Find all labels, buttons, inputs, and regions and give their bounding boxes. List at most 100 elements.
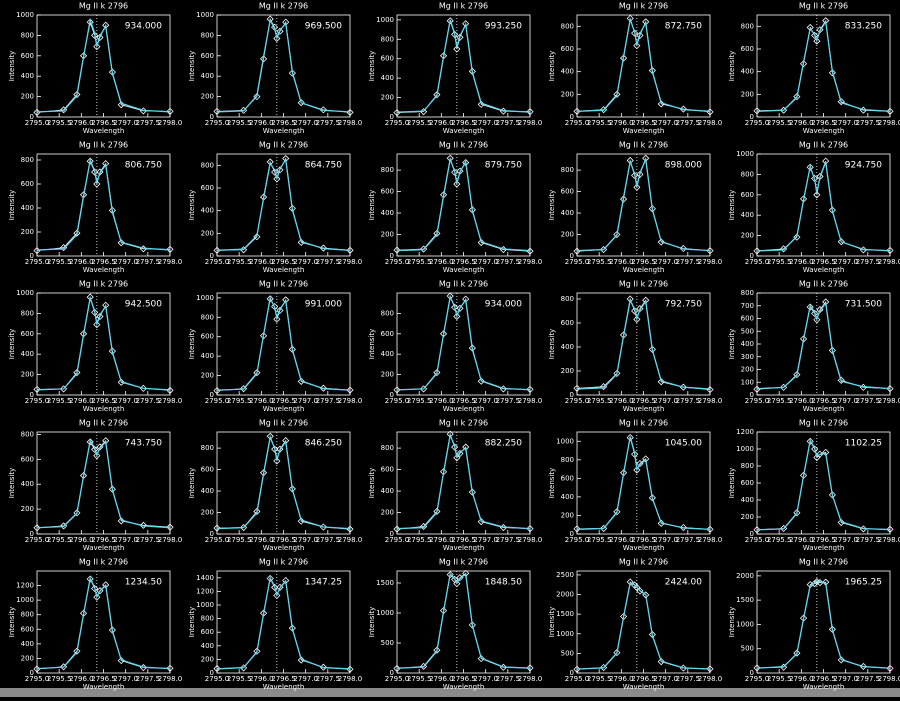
- data-point: [828, 69, 836, 77]
- series-line: [396, 432, 531, 530]
- y-tick-label: 200: [561, 511, 574, 519]
- data-point: [240, 523, 248, 532]
- data-point: [91, 308, 99, 316]
- y-axis-label: Intensity: [368, 468, 376, 498]
- y-tick-label: 400: [561, 68, 574, 76]
- x-tick-label: 2797.0: [653, 258, 678, 266]
- x-axis-label: Wavelength: [443, 127, 485, 135]
- data-point: [453, 580, 461, 588]
- x-tick-label: 2795.5: [407, 675, 432, 683]
- x-tick-label: 2795.0: [565, 397, 590, 405]
- x-tick-label: 2798.0: [158, 397, 183, 405]
- x-tick-label: 2796.0: [429, 119, 454, 127]
- series-line: [36, 438, 171, 529]
- x-tick-label: 2795.0: [205, 119, 230, 127]
- data-point: [96, 33, 104, 42]
- x-tick-label: 2797.5: [316, 397, 341, 405]
- y-tick-label: 0: [750, 530, 754, 538]
- y-axis-label: Intensity: [728, 468, 736, 498]
- data-point: [613, 230, 621, 239]
- x-tick-label: 2795.5: [407, 397, 432, 405]
- x-tick-label: 2796.5: [91, 258, 116, 266]
- x-tick-label: 2796.0: [429, 258, 454, 266]
- y-tick-label: 600: [381, 330, 394, 338]
- x-axis-label: Wavelength: [443, 405, 485, 413]
- series-line: [216, 575, 351, 670]
- x-tick-label: 2796.0: [609, 119, 634, 127]
- x-axis-label: Wavelength: [803, 683, 845, 691]
- y-tick-label: 100: [741, 378, 754, 386]
- series-line: [576, 17, 711, 112]
- x-tick-label: 2797.0: [653, 675, 678, 683]
- x-tick-label: 2795.5: [47, 258, 72, 266]
- x-tick-label: 2796.0: [789, 119, 814, 127]
- x-tick-label: 2797.5: [136, 119, 161, 127]
- data-point: [433, 368, 441, 377]
- series-line: [36, 295, 171, 391]
- x-tick-label: 2797.5: [316, 675, 341, 683]
- x-tick-label: 2798.0: [698, 258, 723, 266]
- data-point: [477, 518, 485, 526]
- y-tick-label: 800: [741, 462, 754, 470]
- y-tick-label: 400: [381, 74, 394, 82]
- y-tick-label: 400: [201, 487, 214, 495]
- y-tick-label: 600: [381, 188, 394, 196]
- x-tick-label: 2797.0: [473, 258, 498, 266]
- data-point: [297, 656, 305, 664]
- data-point: [93, 180, 101, 188]
- data-point: [276, 306, 284, 315]
- data-point: [679, 244, 687, 253]
- data-point: [240, 664, 248, 672]
- x-tick-label: 2796.5: [91, 397, 116, 405]
- x-tick-label: 2796.5: [271, 397, 296, 405]
- x-tick-label: 2795.0: [745, 536, 770, 544]
- x-tick-label: 2795.5: [407, 119, 432, 127]
- data-point: [276, 27, 284, 35]
- x-tick-label: 2796.5: [811, 536, 836, 544]
- annotation: 743.750: [125, 439, 162, 449]
- data-point: [657, 238, 665, 246]
- x-tick-label: 2795.0: [385, 536, 410, 544]
- data-point: [793, 371, 801, 379]
- y-tick-label: 500: [741, 645, 754, 653]
- chart-title: Mg II k 2796: [259, 141, 308, 150]
- data-point: [288, 345, 296, 353]
- data-point: [793, 93, 801, 101]
- y-tick-label: 800: [201, 444, 214, 452]
- series-line: [576, 298, 711, 390]
- x-tick-label: 2797.0: [653, 119, 678, 127]
- x-tick-label: 2796.5: [811, 258, 836, 266]
- data-point: [433, 91, 441, 99]
- annotation: 991.000: [305, 300, 342, 310]
- data-point: [93, 43, 101, 51]
- data-point: [837, 518, 845, 527]
- y-tick-label: 600: [201, 466, 214, 474]
- y-tick-label: 200: [21, 371, 34, 379]
- y-axis-label: Intensity: [548, 468, 556, 498]
- y-tick-label: 800: [561, 295, 574, 303]
- annotation: 1848.50: [485, 578, 522, 588]
- data-point: [453, 312, 461, 321]
- data-point: [297, 99, 305, 107]
- series-line: [756, 161, 891, 252]
- series-line: [756, 19, 891, 112]
- chart-title: Mg II k 2796: [619, 2, 668, 11]
- x-tick-label: 2796.5: [91, 536, 116, 544]
- y-tick-label: 600: [201, 52, 214, 60]
- data-point: [93, 452, 101, 460]
- x-tick-label: 2795.5: [47, 675, 72, 683]
- y-tick-label: 0: [30, 530, 34, 538]
- data-point: [273, 457, 281, 465]
- x-tick-label: 2795.0: [25, 536, 50, 544]
- chart-title: Mg II k 2796: [79, 558, 128, 567]
- y-tick-label: 0: [390, 530, 394, 538]
- data-point: [259, 332, 268, 340]
- series-line: [216, 295, 351, 391]
- series-line: [396, 572, 531, 669]
- x-axis-label: Wavelength: [263, 405, 305, 413]
- data-point: [626, 433, 634, 442]
- x-tick-label: 2795.5: [767, 258, 792, 266]
- y-axis-label: Intensity: [8, 607, 16, 637]
- x-tick-label: 2796.5: [631, 258, 656, 266]
- x-tick-label: 2798.0: [878, 675, 900, 683]
